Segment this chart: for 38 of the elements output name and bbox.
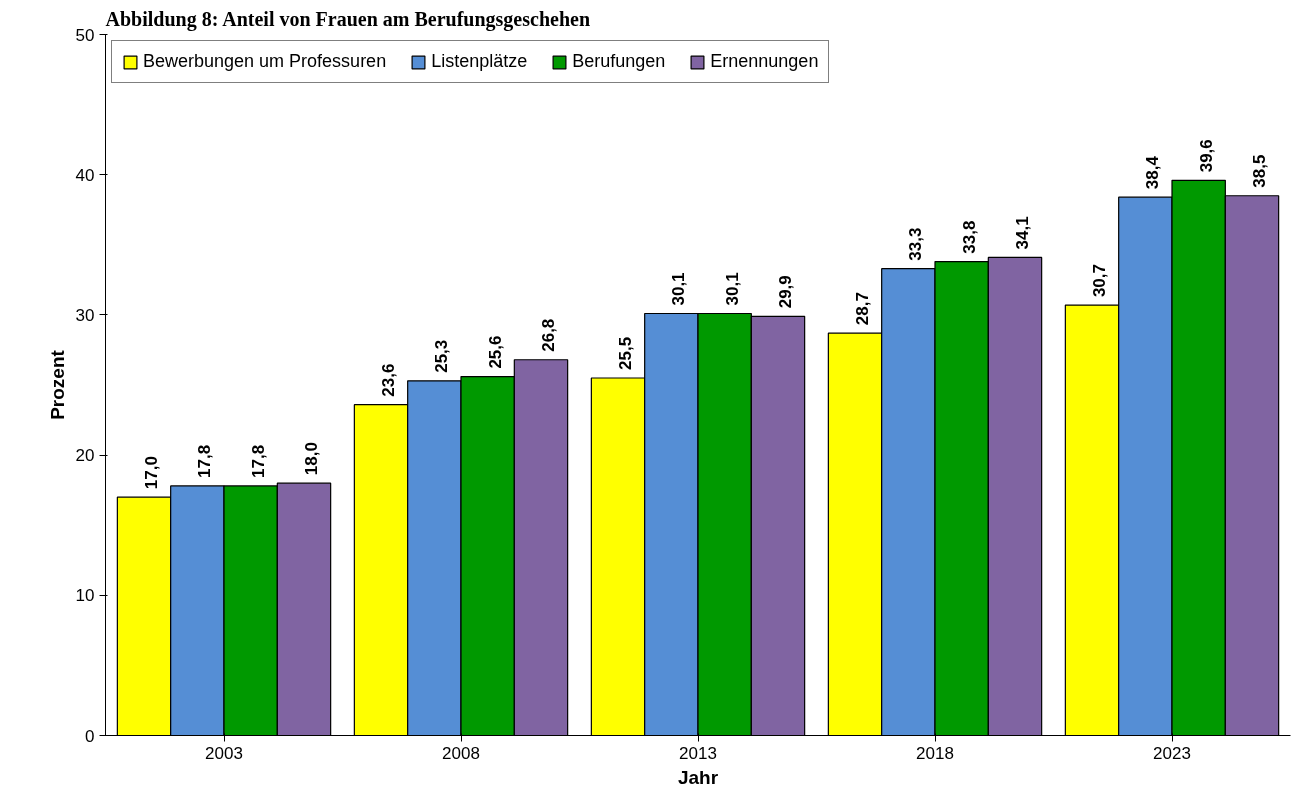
y-axis-title: Prozent bbox=[46, 349, 68, 420]
chart-title: Abbildung 8: Anteil von Frauen am Berufungsgeschehen bbox=[105, 7, 591, 31]
x-axis-title: Jahr bbox=[677, 766, 719, 788]
data-label: 25,6 bbox=[485, 335, 505, 369]
data-label: 18,0 bbox=[301, 442, 321, 476]
data-label: 23,6 bbox=[379, 363, 399, 397]
legend-label: Listenplätze bbox=[431, 51, 528, 72]
legend-label: Ernennungen bbox=[710, 51, 819, 72]
x-tick-label: 2018 bbox=[916, 743, 954, 763]
data-label: 25,5 bbox=[616, 336, 636, 370]
x-tick-label: 2013 bbox=[679, 743, 717, 763]
x-tick-label: 2003 bbox=[205, 743, 243, 763]
data-label: 34,1 bbox=[1012, 216, 1032, 250]
data-label: 33,3 bbox=[906, 227, 926, 261]
data-label: 17,8 bbox=[248, 444, 268, 478]
y-tick-label: 0 bbox=[85, 726, 95, 746]
data-label: 30,7 bbox=[1090, 263, 1110, 298]
y-tick-label: 30 bbox=[75, 305, 95, 325]
y-tick-label: 40 bbox=[75, 165, 95, 185]
data-label: 38,4 bbox=[1143, 155, 1163, 190]
x-tick-label: 2008 bbox=[442, 743, 480, 763]
data-label: 39,6 bbox=[1196, 139, 1216, 173]
data-label: 29,9 bbox=[775, 275, 795, 309]
x-tick-label: 2023 bbox=[1153, 743, 1191, 763]
data-label: 28,7 bbox=[853, 292, 873, 326]
data-label: 26,8 bbox=[538, 318, 558, 352]
data-label: 25,3 bbox=[432, 339, 452, 373]
y-tick-label: 10 bbox=[75, 586, 95, 606]
legend-label: Bewerbungen um Professuren bbox=[143, 51, 387, 72]
data-label: 30,1 bbox=[669, 272, 689, 306]
data-label: 33,8 bbox=[959, 220, 979, 254]
y-tick-label: 50 bbox=[75, 25, 95, 45]
y-tick-label: 20 bbox=[75, 446, 95, 466]
data-label: 38,5 bbox=[1249, 154, 1269, 188]
legend-label: Berufungen bbox=[572, 51, 666, 72]
data-label: 17,8 bbox=[195, 444, 215, 478]
data-label: 30,1 bbox=[722, 272, 742, 306]
data-label: 17,0 bbox=[142, 456, 162, 490]
